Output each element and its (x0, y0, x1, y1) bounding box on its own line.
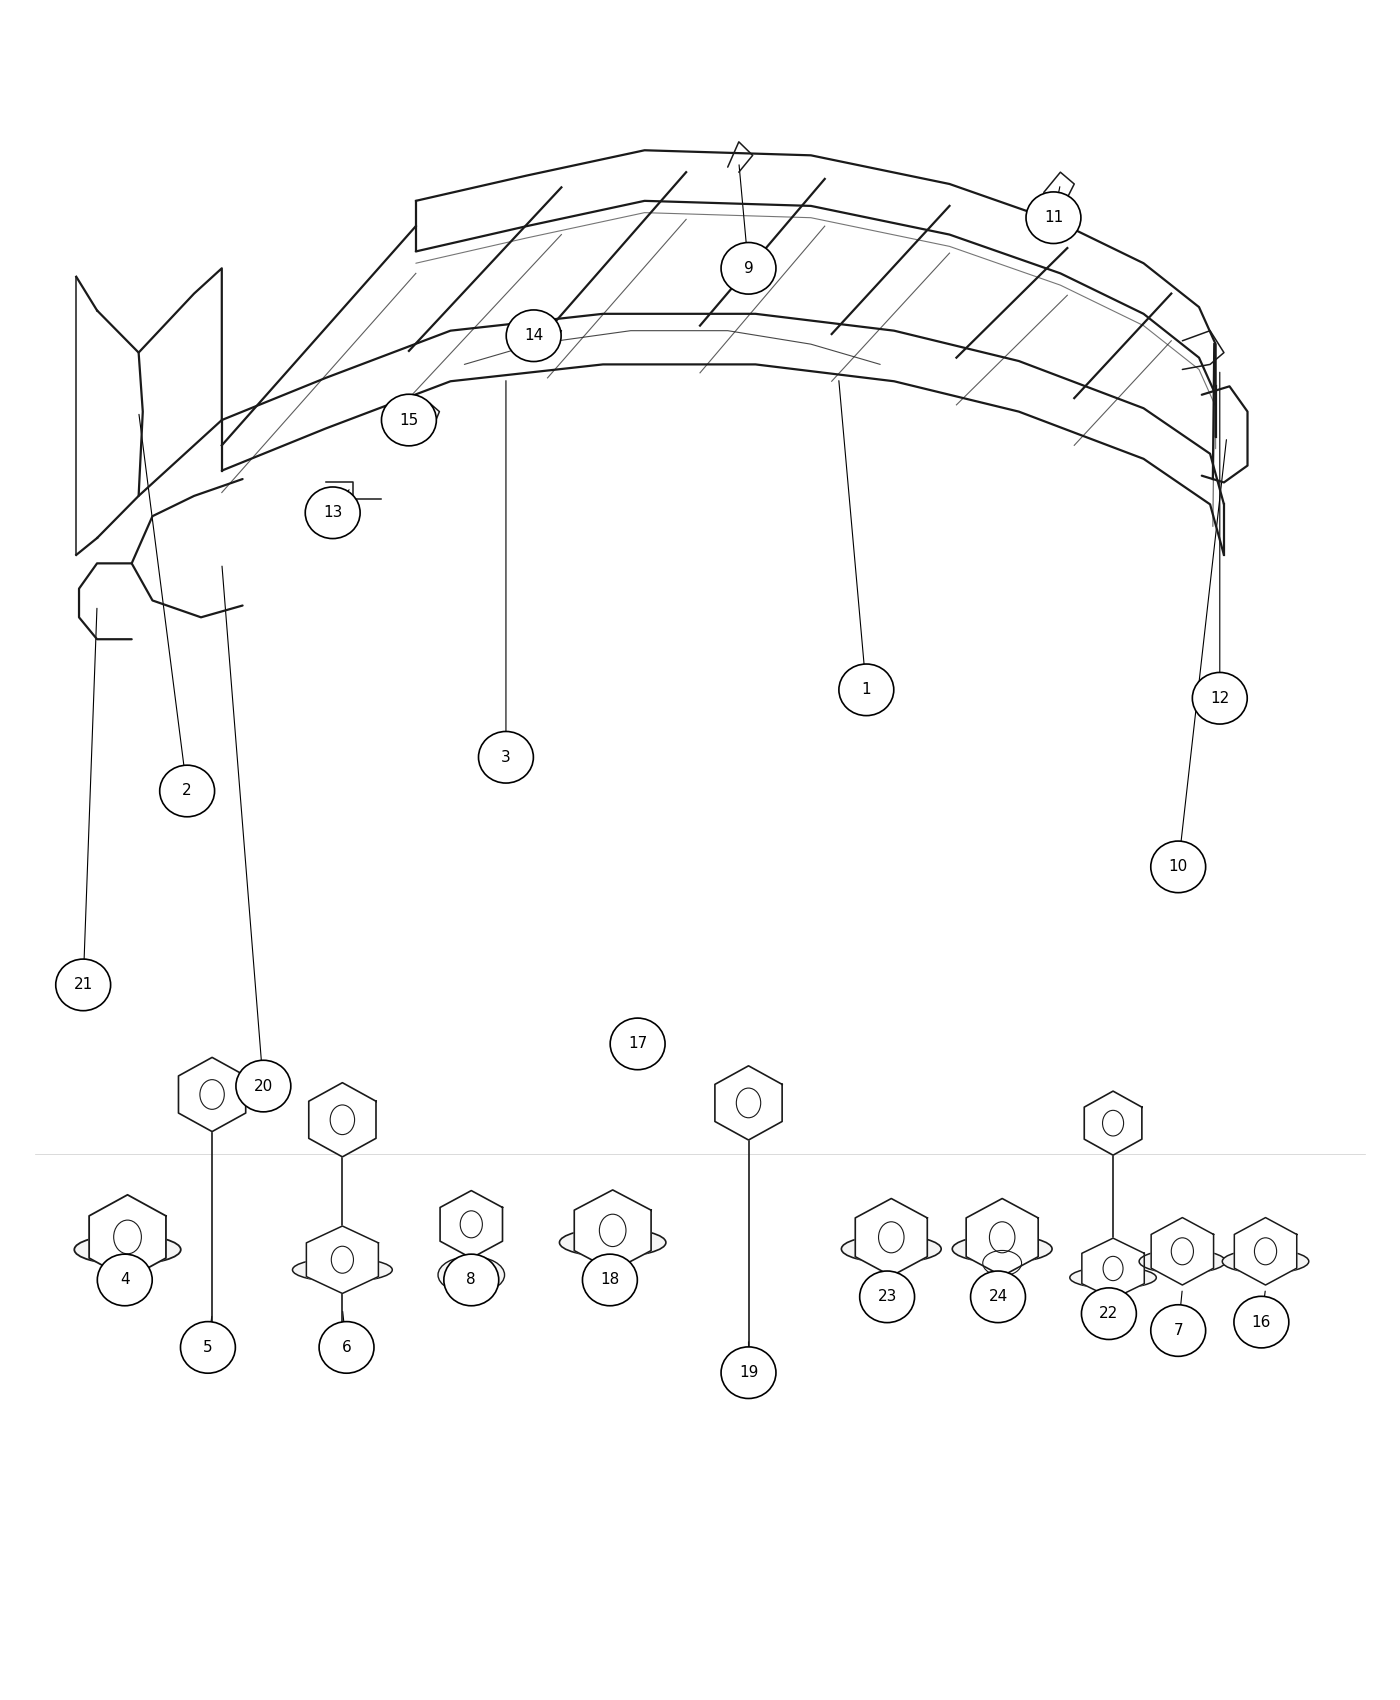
Ellipse shape (560, 1229, 666, 1256)
Ellipse shape (293, 1258, 392, 1282)
Text: 7: 7 (1173, 1323, 1183, 1338)
Ellipse shape (1193, 673, 1247, 724)
Ellipse shape (74, 1234, 181, 1265)
Text: 18: 18 (601, 1273, 620, 1287)
Text: 4: 4 (120, 1273, 130, 1287)
Polygon shape (1082, 1238, 1144, 1299)
Polygon shape (307, 1226, 378, 1294)
Text: 24: 24 (988, 1289, 1008, 1304)
Ellipse shape (160, 765, 214, 816)
Text: 15: 15 (399, 413, 419, 427)
Polygon shape (715, 1066, 783, 1141)
Ellipse shape (319, 1321, 374, 1374)
Text: 6: 6 (342, 1340, 351, 1355)
Ellipse shape (507, 309, 561, 362)
Text: 21: 21 (74, 977, 92, 993)
Text: 19: 19 (739, 1365, 759, 1380)
Text: 11: 11 (1044, 211, 1063, 224)
Text: 23: 23 (878, 1289, 897, 1304)
Text: 2: 2 (182, 784, 192, 799)
Ellipse shape (305, 486, 360, 539)
Polygon shape (1084, 1091, 1142, 1156)
Polygon shape (574, 1190, 651, 1272)
Ellipse shape (237, 1061, 291, 1112)
Text: 20: 20 (253, 1078, 273, 1093)
Text: 10: 10 (1169, 860, 1187, 874)
Ellipse shape (1140, 1250, 1225, 1273)
Text: 16: 16 (1252, 1314, 1271, 1329)
Text: 3: 3 (501, 750, 511, 765)
Ellipse shape (839, 665, 893, 716)
Ellipse shape (1233, 1297, 1289, 1348)
Text: 1: 1 (861, 682, 871, 697)
Ellipse shape (721, 243, 776, 294)
Text: 22: 22 (1099, 1306, 1119, 1321)
Text: 9: 9 (743, 260, 753, 275)
Text: 5: 5 (203, 1340, 213, 1355)
Ellipse shape (1222, 1250, 1309, 1273)
Text: 8: 8 (466, 1273, 476, 1287)
Ellipse shape (381, 394, 437, 445)
Text: 14: 14 (524, 328, 543, 343)
Ellipse shape (479, 731, 533, 784)
Polygon shape (178, 1057, 246, 1132)
Ellipse shape (841, 1236, 941, 1263)
Text: 17: 17 (629, 1037, 647, 1051)
Ellipse shape (860, 1272, 914, 1323)
Ellipse shape (444, 1255, 498, 1306)
Ellipse shape (970, 1272, 1025, 1323)
Ellipse shape (1151, 1304, 1205, 1357)
Ellipse shape (1026, 192, 1081, 243)
Ellipse shape (610, 1018, 665, 1069)
Ellipse shape (952, 1236, 1051, 1263)
Polygon shape (1235, 1217, 1296, 1285)
Ellipse shape (1070, 1266, 1156, 1289)
Text: 12: 12 (1210, 690, 1229, 706)
Polygon shape (855, 1198, 927, 1277)
Ellipse shape (582, 1255, 637, 1306)
Polygon shape (440, 1190, 503, 1258)
Polygon shape (309, 1083, 377, 1158)
Ellipse shape (56, 959, 111, 1012)
Polygon shape (90, 1195, 167, 1278)
Ellipse shape (1081, 1289, 1137, 1340)
Ellipse shape (181, 1321, 235, 1374)
Ellipse shape (98, 1255, 153, 1306)
Ellipse shape (1151, 842, 1205, 892)
Ellipse shape (438, 1256, 504, 1294)
Polygon shape (966, 1198, 1039, 1277)
Ellipse shape (721, 1346, 776, 1399)
Polygon shape (1151, 1217, 1214, 1285)
Text: 13: 13 (323, 505, 343, 520)
